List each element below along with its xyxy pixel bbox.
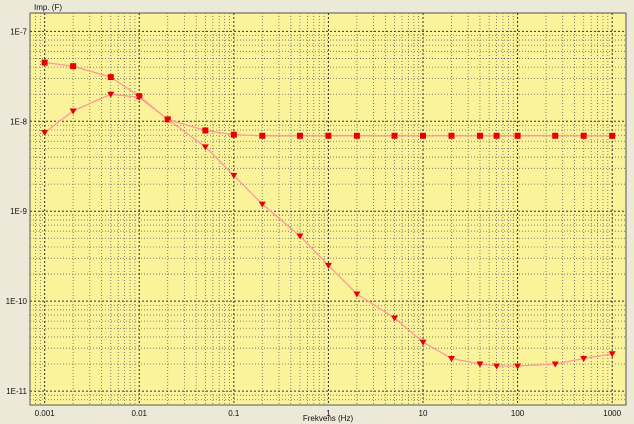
data-point-triangle xyxy=(324,262,332,269)
data-point-triangle xyxy=(296,233,304,240)
data-point-square xyxy=(609,132,616,139)
data-point-triangle xyxy=(201,144,209,151)
data-point-triangle xyxy=(135,94,143,101)
data-point-triangle xyxy=(258,201,266,208)
data-point-triangle xyxy=(580,356,588,363)
x-tick-label: 100 xyxy=(511,409,525,418)
data-point-square xyxy=(391,132,398,139)
x-tick-label: 0.01 xyxy=(131,409,147,418)
data-point-triangle xyxy=(447,356,455,363)
data-point-triangle xyxy=(608,351,616,358)
series-1 xyxy=(41,59,616,139)
x-tick-labels: 0.001 0.01 0.1 1 10 100 1000 xyxy=(35,409,622,418)
data-point-triangle xyxy=(493,363,501,370)
y-tick-labels: 1E-7 1E-8 1E-9 1E-10 1E-11 xyxy=(6,27,28,396)
data-point-square xyxy=(448,132,455,139)
data-point-square xyxy=(493,132,500,139)
y-axis-title: Imp. (F) xyxy=(34,3,62,12)
data-point-triangle xyxy=(514,363,522,370)
y-tick-label: 1E-7 xyxy=(10,27,27,36)
data-point-square xyxy=(107,74,114,81)
series-2-line xyxy=(44,93,613,367)
data-point-square xyxy=(70,63,77,70)
x-tick-label: 0.001 xyxy=(35,409,56,418)
series-2 xyxy=(41,91,616,370)
data-point-triangle xyxy=(391,315,399,322)
series-layer xyxy=(41,59,616,370)
data-point-triangle xyxy=(230,172,238,179)
x-tick-label: 0.1 xyxy=(228,409,240,418)
x-tick-label: 1 xyxy=(326,409,331,418)
data-point-triangle xyxy=(107,91,115,98)
data-point-square xyxy=(580,132,587,139)
data-point-square xyxy=(552,132,559,139)
data-point-square xyxy=(476,132,483,139)
data-point-triangle xyxy=(164,116,172,123)
data-point-square xyxy=(420,132,427,139)
data-point-triangle xyxy=(551,361,559,368)
series-1-line xyxy=(44,61,613,137)
y-tick-label: 1E-9 xyxy=(10,207,27,216)
data-point-square xyxy=(325,132,332,139)
x-axis-title: Frekvens (Hz) xyxy=(303,414,354,423)
data-point-triangle xyxy=(476,361,484,368)
data-point-square xyxy=(296,132,303,139)
x-tick-label: 1000 xyxy=(603,409,621,418)
major-grid xyxy=(30,13,626,405)
x-tick-label: 10 xyxy=(419,409,428,418)
data-point-square xyxy=(514,132,521,139)
y-tick-label: 1E-11 xyxy=(6,387,27,396)
y-tick-label: 1E-8 xyxy=(10,117,27,126)
data-point-square xyxy=(259,132,266,139)
data-point-triangle xyxy=(419,339,427,346)
data-point-triangle xyxy=(41,130,49,137)
data-point-square xyxy=(353,132,360,139)
data-point-square xyxy=(202,127,209,134)
data-point-triangle xyxy=(69,108,77,115)
y-tick-label: 1E-10 xyxy=(6,297,28,306)
data-point-square xyxy=(41,59,48,66)
data-point-square xyxy=(230,131,237,138)
data-point-triangle xyxy=(353,291,361,298)
